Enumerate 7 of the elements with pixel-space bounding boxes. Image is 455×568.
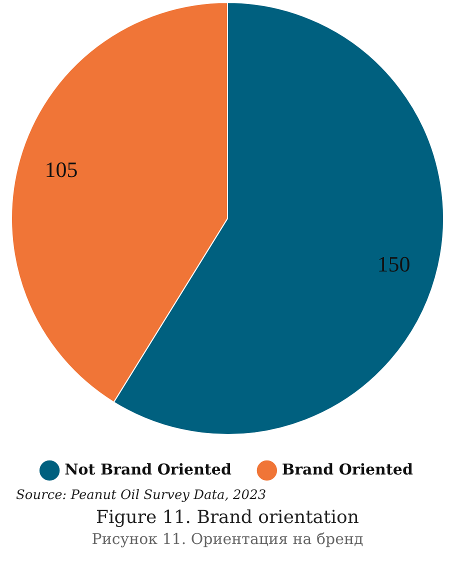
data-label: 150 <box>377 252 410 277</box>
text: Рисунок 11. Ориентация на бренд <box>90 530 364 548</box>
legend-label: Brand Oriented <box>282 460 414 478</box>
source-note: Source: Peanut Oil Survey Data, 2023 <box>16 488 268 503</box>
text: Figure 11. Brand orientation <box>95 507 360 528</box>
legend-label: Not Brand Oriented <box>64 460 232 478</box>
data-label: 105 <box>44 156 78 182</box>
